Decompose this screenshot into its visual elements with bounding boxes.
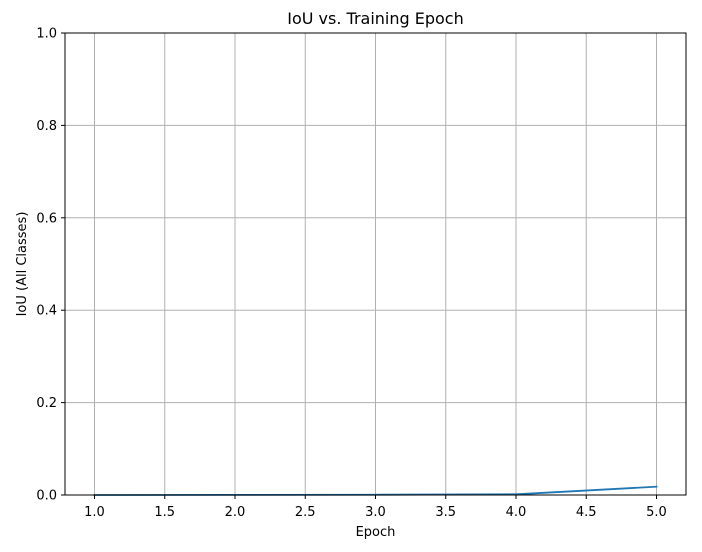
y-axis: 0.0 0.2 0.4 0.6 0.8 1.0 (36, 27, 65, 504)
x-tick-label: 2.0 (225, 505, 246, 520)
x-tick-label: 1.0 (84, 505, 105, 520)
y-tick-label: 0.4 (36, 304, 57, 319)
y-tick-label: 0.6 (36, 211, 57, 226)
y-axis-label: IoU (All Classes) (15, 212, 30, 317)
x-axis: 1.0 1.5 2.0 2.5 3.0 3.5 4.0 4.5 5.0 (84, 495, 667, 520)
x-tick-label: 3.0 (365, 505, 386, 520)
x-tick-label: 2.5 (295, 505, 316, 520)
x-axis-label: Epoch (356, 525, 396, 540)
x-tick-label: 4.5 (576, 505, 597, 520)
x-tick-label: 1.5 (154, 505, 175, 520)
x-tick-label: 5.0 (646, 505, 667, 520)
y-tick-label: 0.8 (36, 119, 57, 134)
x-tick-label: 4.0 (506, 505, 527, 520)
grid (65, 32, 686, 496)
y-tick-label: 0.2 (36, 396, 57, 411)
chart-title: IoU vs. Training Epoch (287, 9, 464, 28)
y-tick-label: 1.0 (36, 27, 57, 42)
y-tick-label: 0.0 (36, 489, 57, 504)
x-tick-label: 3.5 (435, 505, 456, 520)
